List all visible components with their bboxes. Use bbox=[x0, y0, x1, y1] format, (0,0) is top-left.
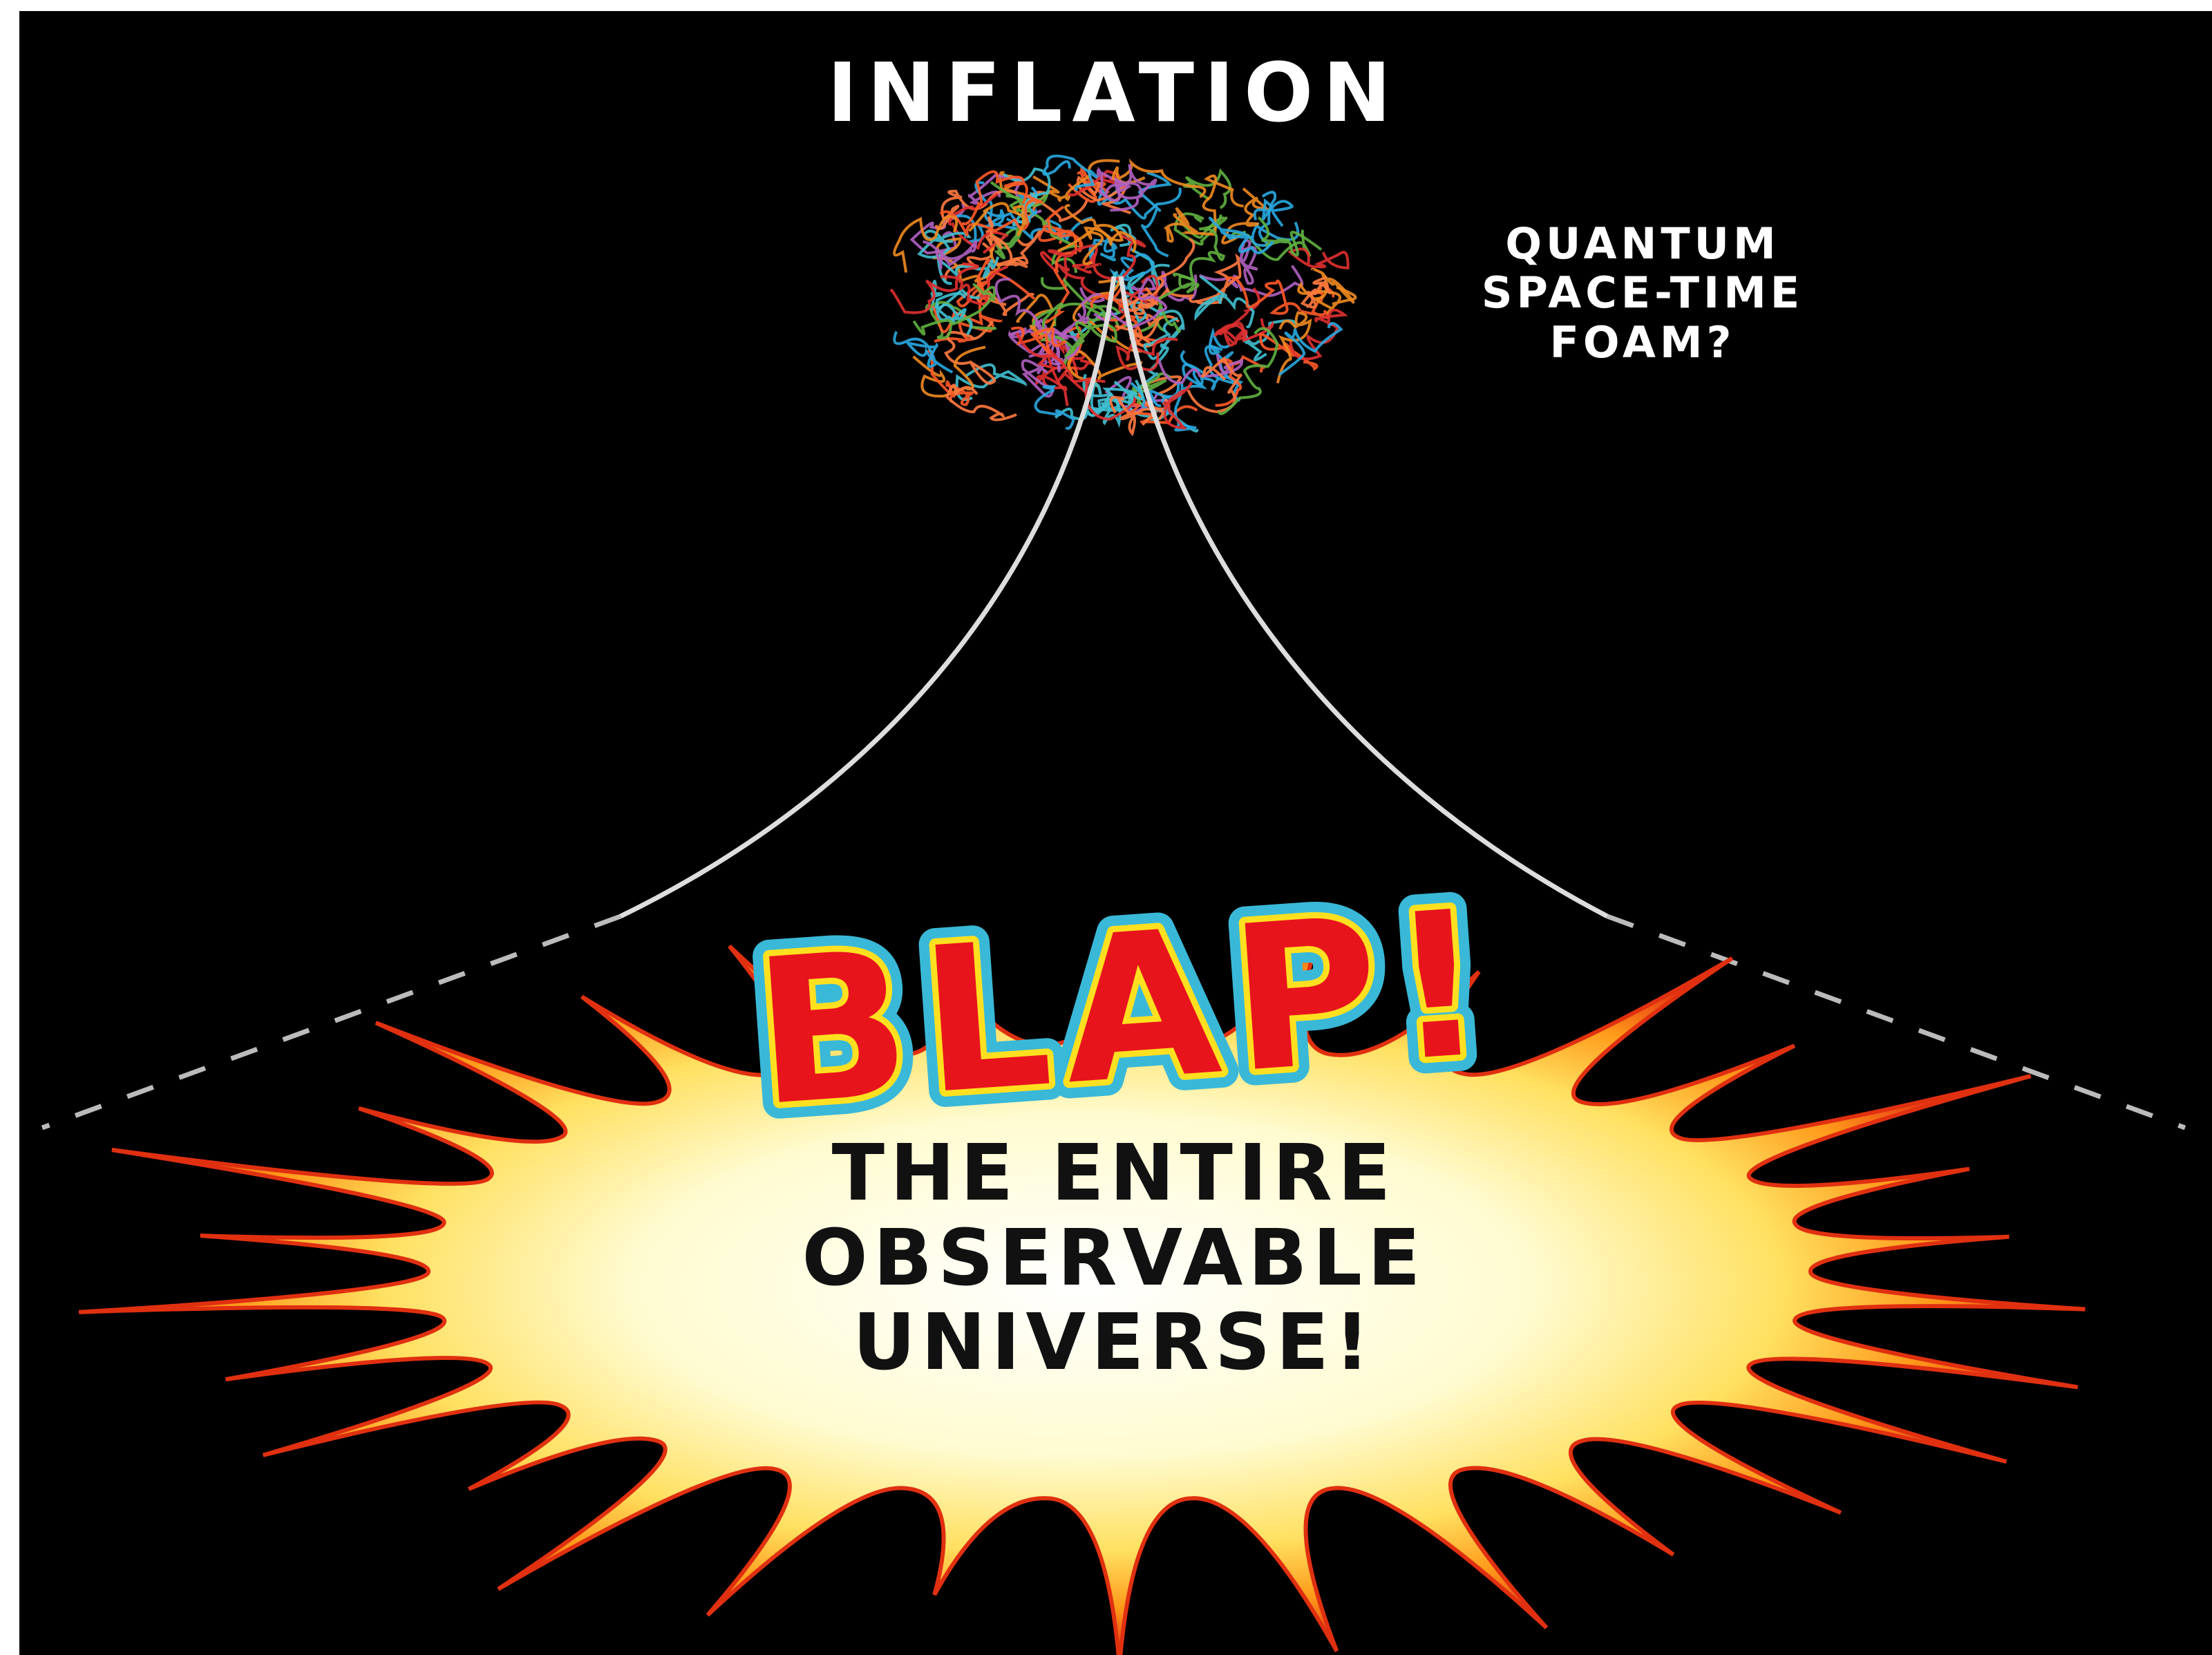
foam-strand bbox=[1082, 226, 1137, 265]
caption: THE ENTIRE bbox=[832, 1128, 1397, 1218]
foam-strand bbox=[1076, 176, 1131, 215]
foam-strand bbox=[1109, 395, 1164, 437]
foam-strand bbox=[990, 180, 1049, 219]
foam-strand bbox=[1057, 204, 1124, 252]
foam-strand bbox=[1137, 171, 1172, 258]
foam-strand bbox=[1257, 216, 1323, 257]
foam-strand bbox=[940, 265, 1009, 305]
foam-strand bbox=[1311, 267, 1356, 304]
foam-ball bbox=[890, 154, 1357, 437]
foam-strand bbox=[1037, 345, 1069, 406]
foam-strand bbox=[912, 283, 996, 336]
foam-strand bbox=[893, 215, 958, 273]
exclamation: BLAP! bbox=[748, 867, 1506, 1151]
foam-strand bbox=[1300, 276, 1332, 309]
foam-strand bbox=[1163, 207, 1199, 243]
foam-strand bbox=[1221, 187, 1271, 245]
foam-strand bbox=[1213, 323, 1248, 347]
foam-strand bbox=[935, 292, 973, 336]
expansion-curve bbox=[619, 276, 1117, 919]
foam-strand bbox=[1111, 158, 1207, 198]
foam-strand bbox=[1162, 381, 1193, 430]
foam-strand bbox=[890, 262, 979, 314]
foam-strand bbox=[932, 260, 990, 334]
foam-strand bbox=[1143, 316, 1184, 360]
foam-strand bbox=[1187, 356, 1243, 413]
horizon-dashed bbox=[41, 914, 622, 1131]
foam-strand bbox=[893, 331, 954, 374]
foam-strand bbox=[1058, 287, 1106, 343]
foam-strand bbox=[1225, 276, 1302, 315]
foam-strand bbox=[1217, 327, 1279, 415]
foam-strand bbox=[1157, 274, 1200, 334]
foam-strand bbox=[1042, 154, 1099, 192]
caption: OBSERVABLE bbox=[802, 1213, 1426, 1303]
foam-strand bbox=[912, 346, 986, 398]
foam-strand bbox=[945, 384, 1017, 422]
foam-strand bbox=[1194, 275, 1255, 329]
foam-strand bbox=[1072, 275, 1143, 353]
foam-strand bbox=[947, 192, 1010, 254]
foam-strand bbox=[1032, 302, 1077, 371]
foam-label: SPACE-TIME bbox=[1482, 267, 1804, 318]
foam-strand bbox=[955, 363, 1028, 401]
foam-strand bbox=[961, 170, 1028, 225]
foam-strand bbox=[926, 349, 977, 406]
foam-label: FOAM? bbox=[1549, 317, 1735, 368]
foam-strand bbox=[944, 320, 996, 385]
foam-strand bbox=[974, 279, 1035, 316]
foam-strand bbox=[1034, 385, 1075, 430]
foam-strand bbox=[1100, 379, 1144, 411]
foam-strand bbox=[1016, 294, 1056, 337]
foam-strand bbox=[1253, 198, 1294, 227]
foam-strand bbox=[1110, 164, 1157, 212]
foam-strand bbox=[1208, 216, 1274, 254]
foam-strand bbox=[1109, 253, 1155, 290]
foam-strand bbox=[1297, 281, 1357, 314]
foam-strand bbox=[1064, 321, 1117, 359]
expansion-curve bbox=[1118, 276, 1609, 919]
foam-strand bbox=[1239, 239, 1258, 285]
foam-strand bbox=[1093, 277, 1168, 329]
exclamation-group: BLAP! BLAP! bbox=[732, 850, 1522, 1167]
foam-strand bbox=[939, 191, 1043, 237]
foam-strand bbox=[1276, 311, 1312, 384]
foam-strand bbox=[1048, 244, 1098, 274]
caption: UNIVERSE! bbox=[853, 1298, 1375, 1388]
foam-strand bbox=[1044, 219, 1077, 324]
foam-label: QUANTUM bbox=[1505, 218, 1779, 269]
foam-strand bbox=[1005, 194, 1081, 274]
title: INFLATION bbox=[827, 45, 1401, 140]
foam-strand bbox=[1278, 322, 1343, 376]
foam-strand bbox=[1068, 271, 1146, 342]
horizon-dashed bbox=[1606, 914, 2186, 1131]
foam-strand bbox=[1015, 332, 1137, 421]
foam-strand bbox=[1182, 168, 1232, 209]
foam-strand bbox=[934, 189, 1018, 230]
foam-strand bbox=[996, 229, 1041, 269]
starburst bbox=[78, 905, 2086, 1655]
foam-strand bbox=[1097, 182, 1182, 220]
foam-strand bbox=[1121, 287, 1217, 312]
foam-strand bbox=[1182, 345, 1242, 391]
foam-strand bbox=[1115, 314, 1180, 348]
foam-strand bbox=[923, 240, 978, 270]
foam-strand bbox=[1038, 205, 1084, 253]
foam-strand bbox=[968, 202, 1028, 236]
foam-strand bbox=[1131, 372, 1171, 405]
foam-strand bbox=[1090, 282, 1129, 322]
